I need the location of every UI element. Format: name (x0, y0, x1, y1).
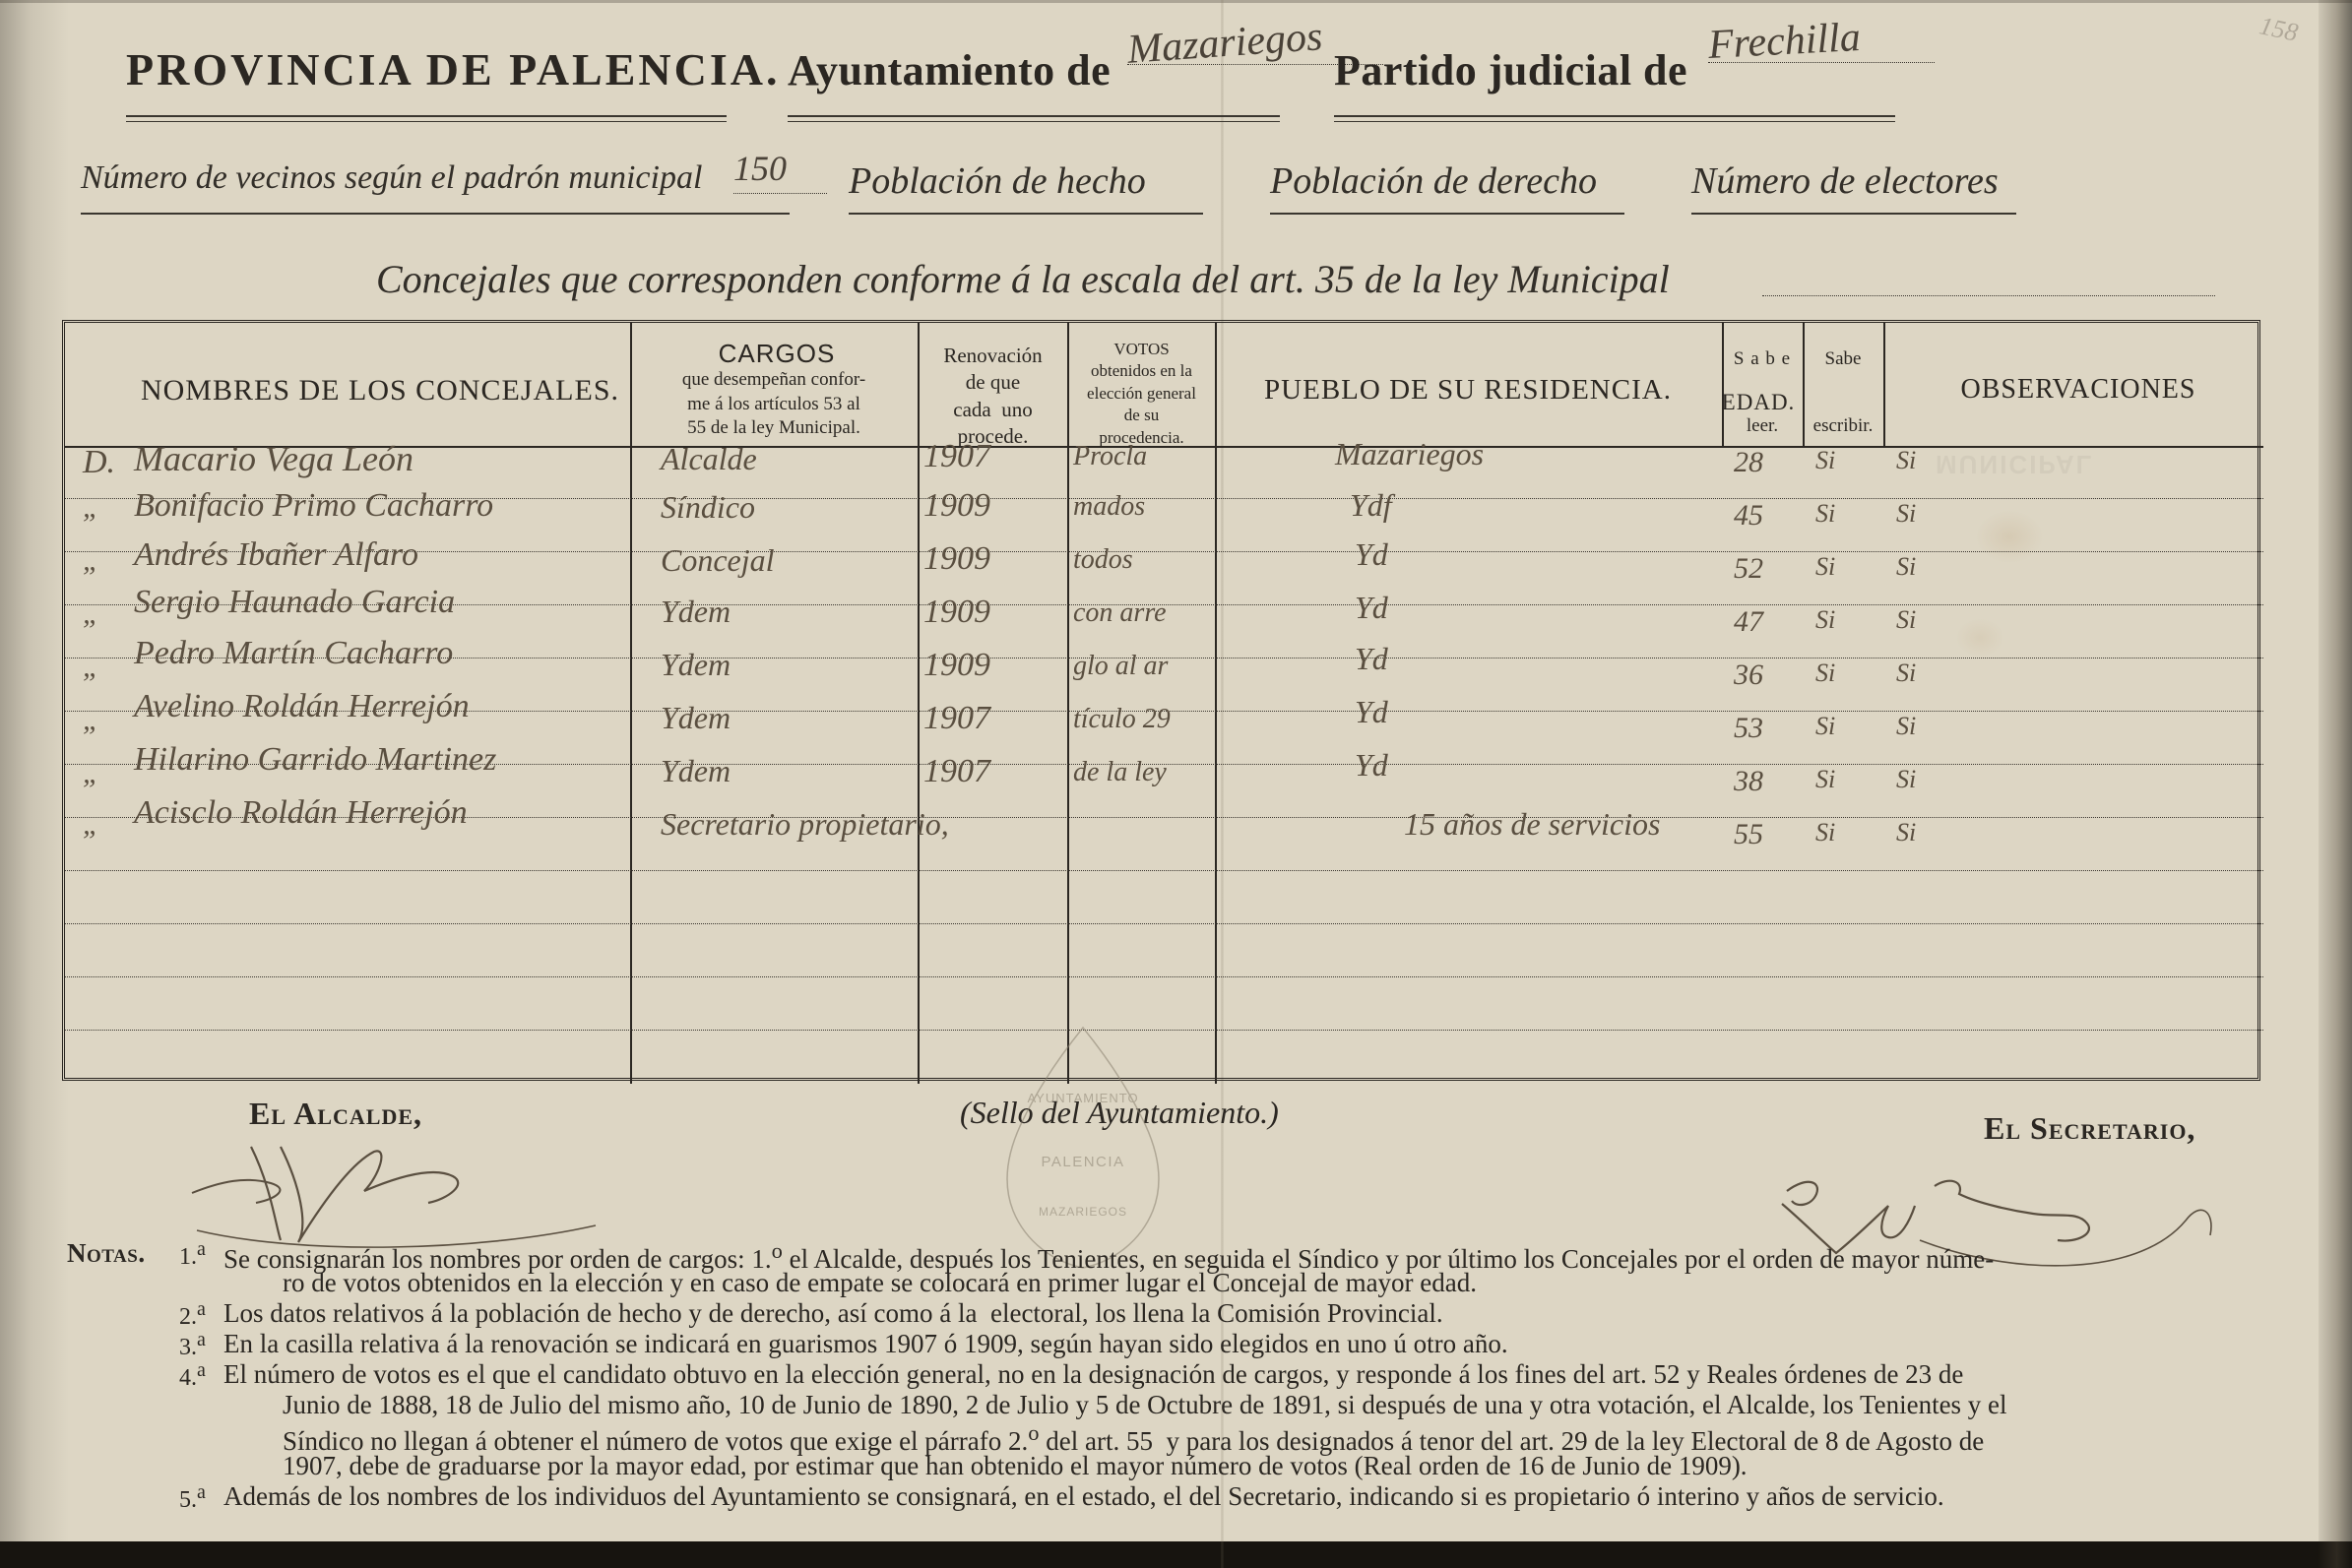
svg-text:AYUNTAMIENTO: AYUNTAMIENTO (1027, 1091, 1138, 1105)
svg-text:MAZARIEGOS: MAZARIEGOS (1039, 1205, 1127, 1219)
svg-text:PALENCIA: PALENCIA (1041, 1154, 1124, 1170)
